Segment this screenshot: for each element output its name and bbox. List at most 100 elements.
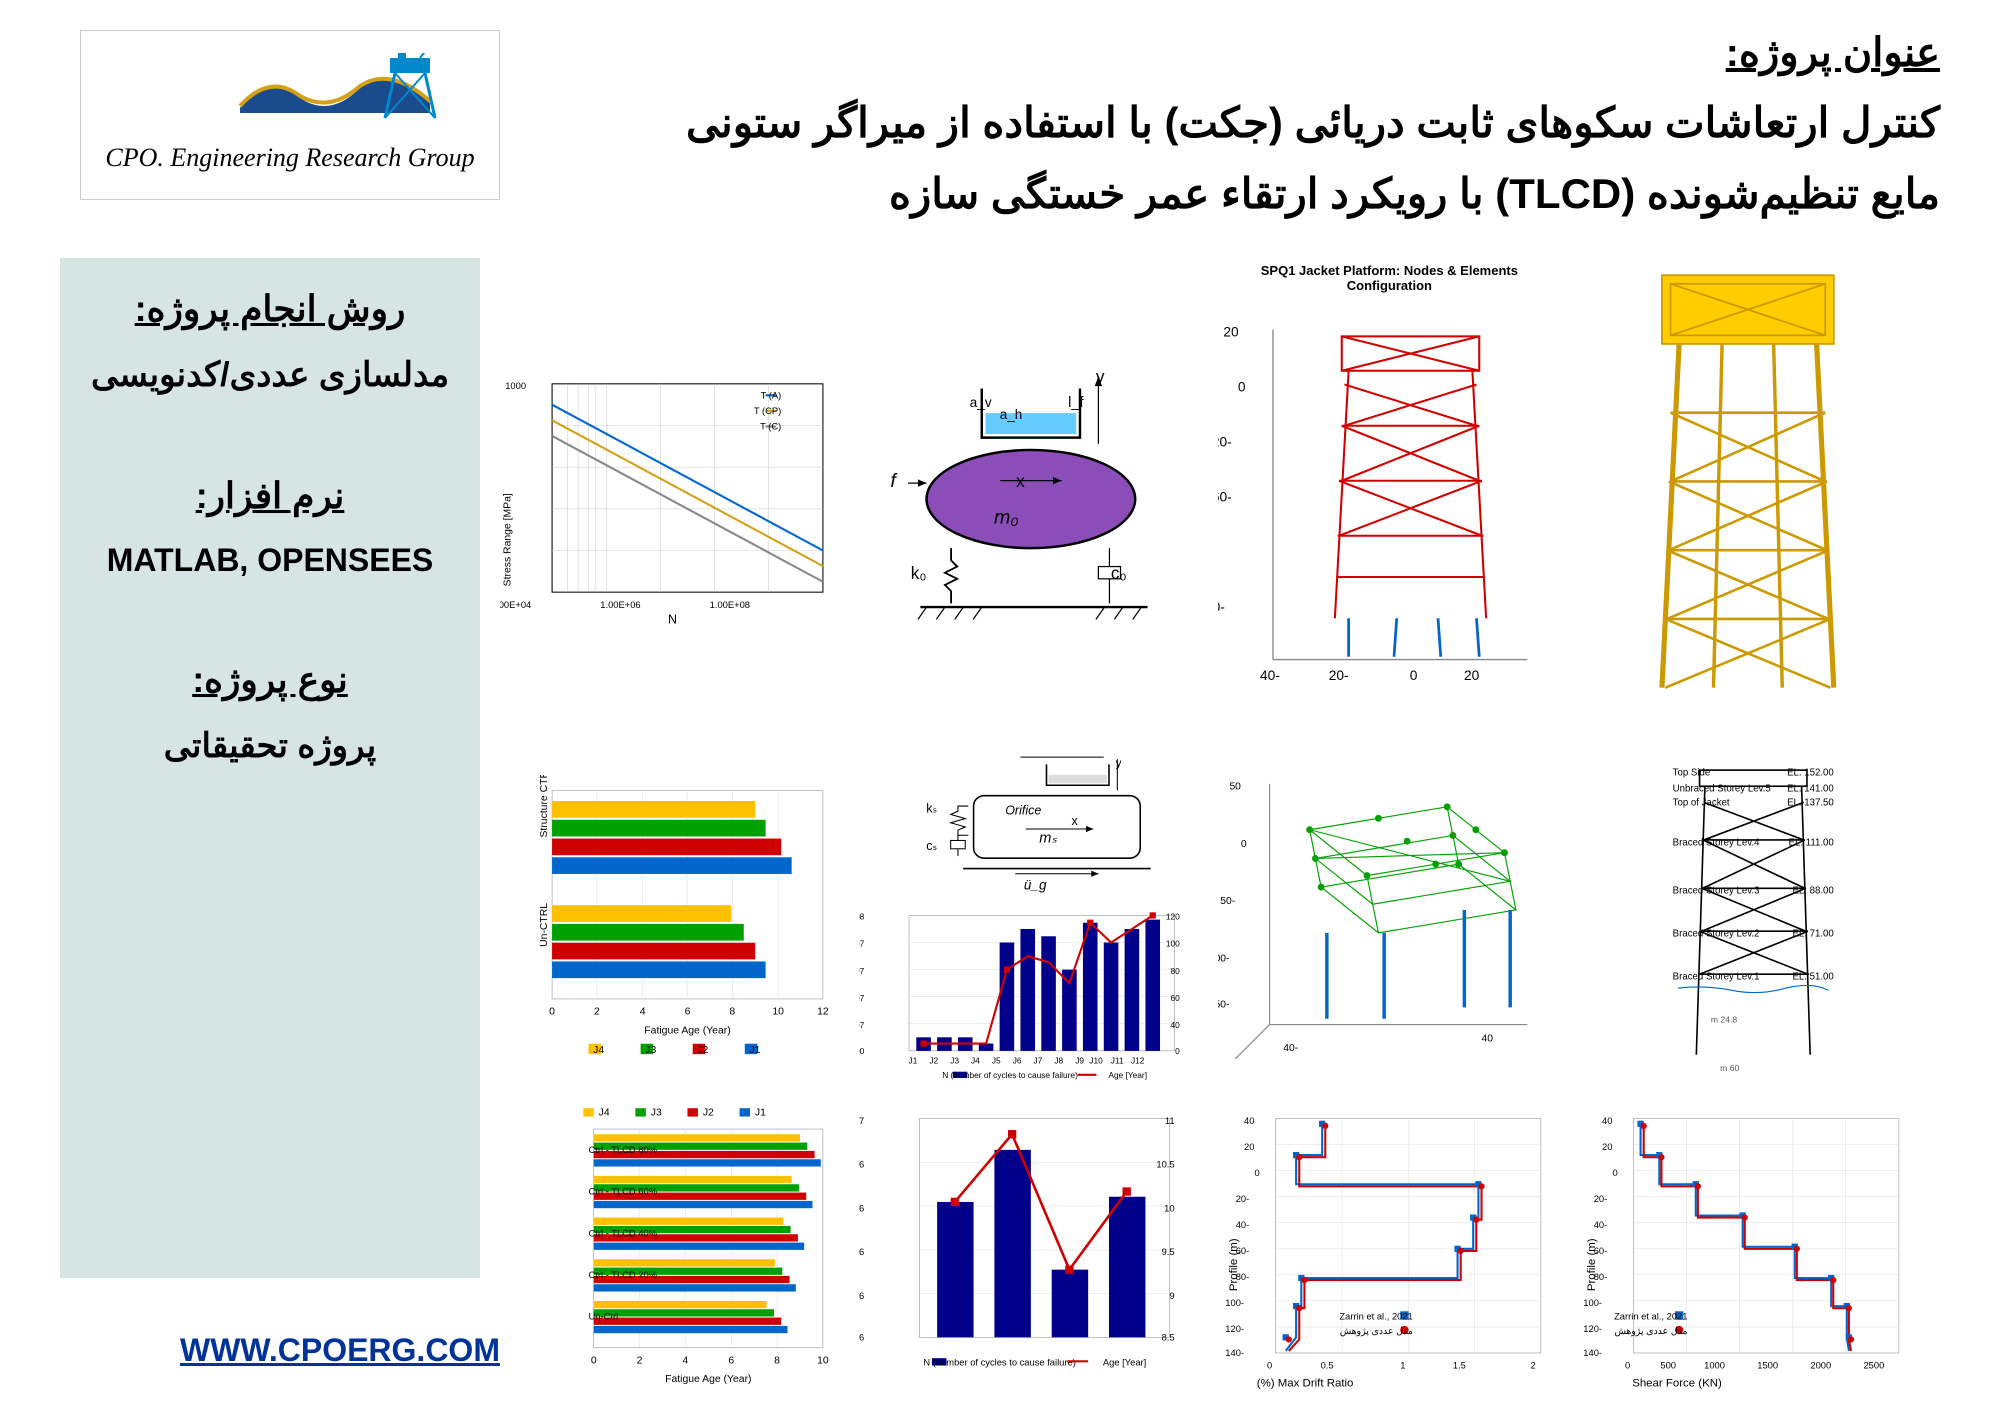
svg-text:8.50E+06: 8.50E+06 [859,1247,864,1257]
svg-text:-100: -100 [1225,1298,1244,1308]
svg-text:0: 0 [1266,1360,1271,1370]
svg-text:Profile (m): Profile (m) [1586,1238,1598,1291]
method-label: روش انجام پروژه: [80,288,460,330]
svg-text:-140: -140 [1225,1348,1244,1358]
logo-box: CPO. Engineering Research Group [80,30,500,200]
svg-text:Stress Range [MPa]: Stress Range [MPa] [502,493,513,586]
svg-text:Orifice: Orifice [1005,804,1041,818]
svg-text:J4: J4 [593,1045,604,1056]
svg-text:EL. 141.00: EL. 141.00 [1787,784,1834,795]
svg-text:2500: 2500 [1864,1360,1885,1370]
svg-text:-40: -40 [1283,1042,1298,1053]
svg-text:-100: -100 [1218,953,1229,964]
fig-orifice-barchart: y Orifice mₛ x kₛ cₛ ü_g Bₕ [859,754,1203,1087]
svg-text:0: 0 [1254,1167,1259,1177]
svg-text:4: 4 [640,1007,646,1018]
svg-text:Max Drift Ratio (%): Max Drift Ratio (%) [1256,1377,1353,1389]
svg-text:4.00E+07: 4.00E+07 [859,993,865,1003]
fig-jacket-3d [1576,258,1920,739]
sidebar: روش انجام پروژه: مدلسازی عددی/کدنویسی نر… [60,258,480,1278]
svg-text:-100: -100 [1584,1298,1603,1308]
svg-text:9.5: 9.5 [1161,1247,1174,1257]
svg-text:0: 0 [1409,669,1417,684]
svg-text:y: y [1096,366,1105,386]
software-label: نرم افزار: [80,475,460,517]
svg-text:J5: J5 [992,1056,1001,1066]
svg-text:J1: J1 [755,1107,766,1118]
svg-text:1.5: 1.5 [1452,1360,1465,1370]
svg-text:-150: -150 [1218,999,1229,1010]
svg-text:Shear Force (KN): Shear Force (KN) [1632,1377,1722,1389]
svg-text:9: 9 [1169,1290,1174,1300]
svg-text:-20: -20 [1218,435,1232,450]
figure-gallery: SPQ1 Jacket Platform: Nodes & Elements C… [480,258,1940,1278]
svg-text:8: 8 [774,1355,780,1366]
svg-text:c₀: c₀ [1111,562,1127,582]
fig-sn-curve: Stress Range [MPa] N 1.00E+041.00E+06 1.… [500,258,844,739]
svg-text:N (number of cycles to cause f: N (number of cycles to cause failure) [923,1357,1075,1367]
svg-text:a_v: a_v [970,395,992,410]
svg-text:0: 0 [549,1007,555,1018]
svg-text:1.00E+08: 1.00E+08 [859,912,865,922]
svg-text:Braced Storey Lev.1: Braced Storey Lev.1 [1673,972,1760,983]
svg-text:1: 1 [1400,1360,1405,1370]
title-line2: مایع تنظیم‌شونده (TLCD) با رویکرد ارتقاء… [500,162,1940,225]
svg-text:J10: J10 [1089,1056,1103,1066]
svg-text:1.00E+07: 1.00E+07 [859,1115,864,1125]
svg-text:1000: 1000 [1704,1360,1725,1370]
svg-text:J3: J3 [950,1056,959,1066]
fig-tlcd-fatigue: J4 J3 J2 J1 [500,1103,844,1405]
svg-text:J3: J3 [651,1107,662,1118]
svg-text:40: 40 [1244,1115,1254,1125]
svg-text:-20: -20 [1235,1194,1249,1204]
svg-text:0: 0 [1613,1167,1618,1177]
svg-text:-120: -120 [1584,1324,1603,1334]
svg-text:10.5: 10.5 [1156,1159,1174,1169]
svg-text:l_f: l_f [1068,395,1084,411]
fig2-title: SPQ1 Jacket Platform: Nodes & Elements C… [1218,263,1562,293]
svg-text:-40: -40 [1259,669,1279,684]
svg-text:mₛ: mₛ [1039,831,1057,847]
svg-text:J2: J2 [697,1045,708,1056]
svg-text:2: 2 [594,1007,600,1018]
svg-text:مدل عددی پژوهش: مدل عددی پژوهش [1339,1326,1412,1337]
svg-text:0: 0 [591,1355,597,1366]
svg-text:20: 20 [1244,1141,1254,1151]
website-link[interactable]: WWW.CPOERG.COM [180,1332,500,1368]
svg-text:k₀: k₀ [911,562,927,582]
svg-text:4: 4 [683,1355,689,1366]
svg-text:6.00E+07: 6.00E+07 [859,966,865,976]
svg-text:J4: J4 [599,1107,610,1118]
svg-text:50: 50 [1229,781,1241,792]
svg-text:0: 0 [1175,1046,1180,1056]
fig-fatigue-grouped: Structure CTRL Un-CTRL 024 6810 12 Fatig… [500,754,844,1087]
svg-text:2000: 2000 [1811,1360,1832,1370]
svg-text:-50: -50 [1220,896,1235,907]
svg-text:Ctrl - TLCD 20%: Ctrl - TLCD 20% [589,1270,657,1280]
svg-text:J11: J11 [1111,1056,1124,1066]
svg-text:10: 10 [817,1355,829,1366]
svg-text:Zarrin et al., 2021: Zarrin et al., 2021 [1339,1311,1412,1321]
svg-text:Profile (m): Profile (m) [1227,1238,1239,1291]
svg-text:Ctrl - TLCD 60%: Ctrl - TLCD 60% [589,1186,657,1196]
svg-text:10: 10 [1164,1203,1174,1213]
svg-text:10: 10 [772,1007,784,1018]
svg-text:9.50E+06: 9.50E+06 [859,1159,864,1169]
svg-text:1500: 1500 [1758,1360,1779,1370]
logo-text: CPO. Engineering Research Group [105,143,474,173]
svg-text:9.00E+06: 9.00E+06 [859,1203,864,1213]
svg-text:J9: J9 [1075,1056,1084,1066]
svg-text:J6: J6 [1012,1056,1021,1066]
svg-text:12: 12 [817,1007,829,1018]
svg-text:-40: -40 [1594,1220,1608,1230]
fig-tlcd-schematic: y l_f x m₀ f k₀ c₀ [859,258,1203,739]
fig-node-config: SPQ1 Jacket Platform: Nodes & Elements C… [1218,258,1562,739]
svg-text:مدل عددی پژوهش: مدل عددی پژوهش [1615,1326,1688,1337]
svg-text:J3: J3 [645,1045,656,1056]
svg-text:1.00E+06: 1.00E+06 [600,600,640,610]
svg-text:8.5: 8.5 [1161,1332,1174,1342]
fig-profile-drift: 40200 -20-40-60 -80-100-120 -140 00.51 1… [1218,1103,1562,1405]
svg-text:24.8 m: 24.8 m [1711,1015,1737,1025]
svg-text:2: 2 [1530,1360,1535,1370]
svg-text:x: x [1071,814,1078,828]
